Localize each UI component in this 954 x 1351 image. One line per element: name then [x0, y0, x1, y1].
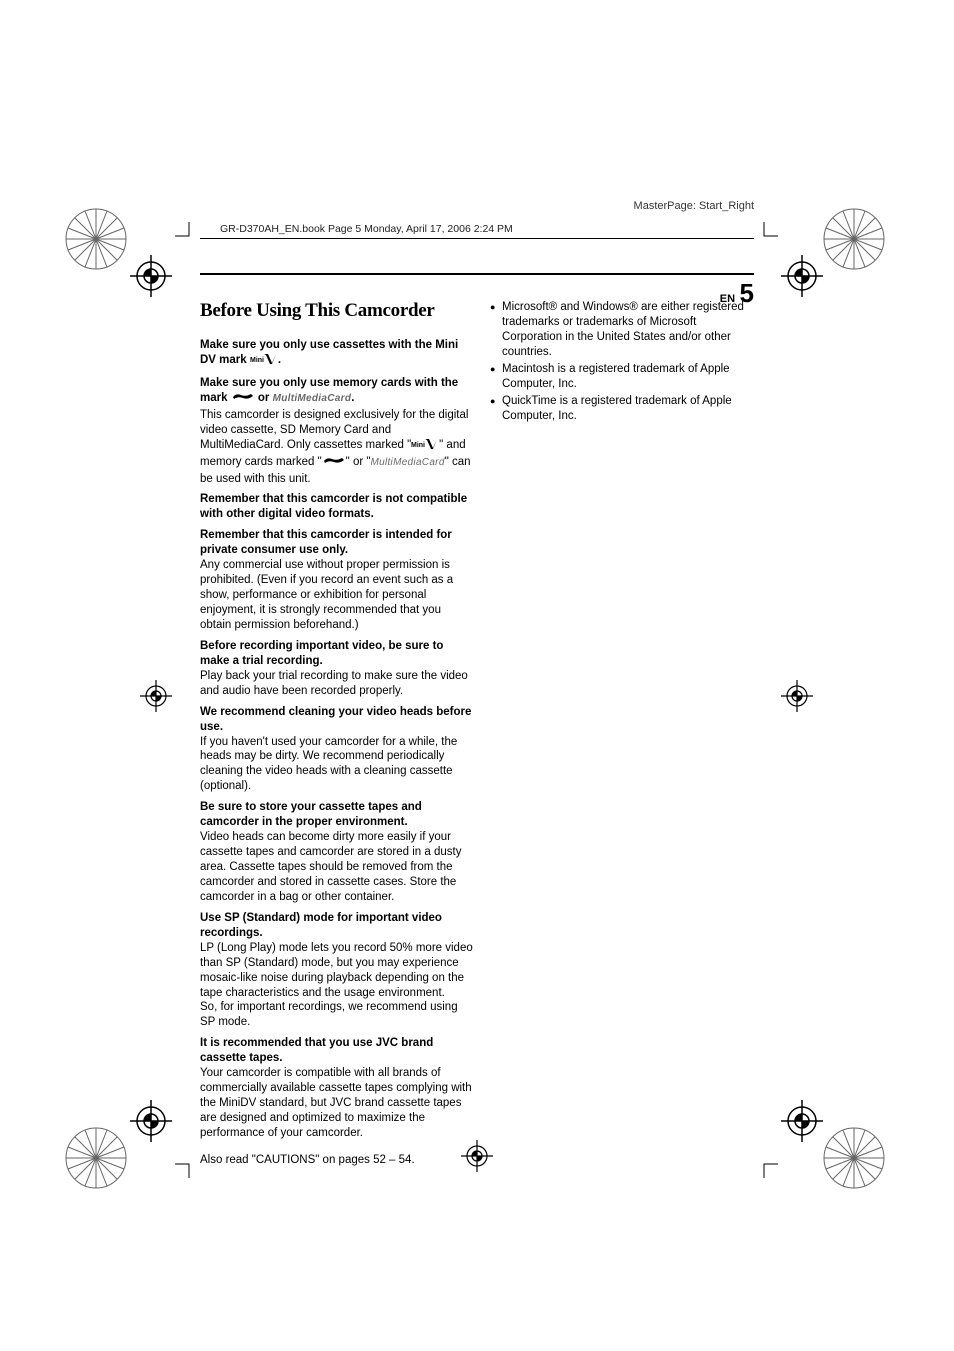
para-jvc-body: Your camcorder is compatible with all br…: [200, 1066, 475, 1141]
para-cleaning-body: If you haven't used your camcorder for a…: [200, 735, 475, 795]
multimediacard-icon: MultiMediaCard: [273, 392, 352, 405]
reg-crosshair-icon: [140, 680, 172, 712]
reg-crosshair-icon: [781, 1100, 823, 1142]
para-sp-body1: LP (Long Play) mode lets you record 50% …: [200, 941, 475, 1001]
trademark-list: Microsoft® and Windows® are either regis…: [490, 300, 755, 424]
crop-mark-icon: [758, 222, 778, 242]
para-trial-body: Play back your trial recording to make s…: [200, 669, 475, 699]
section-title: Before Using This Camcorder: [200, 300, 475, 322]
para-jvc-bold: It is recommended that you use JVC brand…: [200, 1036, 475, 1066]
para-sp-bold: Use SP (Standard) mode for important vid…: [200, 911, 475, 941]
list-item: Macintosh is a registered trademark of A…: [490, 362, 755, 392]
right-column: Microsoft® and Windows® are either regis…: [490, 300, 755, 426]
para-cautions: Also read "CAUTIONS" on pages 52 – 54.: [200, 1153, 475, 1168]
para-minidv-bold: Make sure you only use cassettes with th…: [200, 338, 475, 370]
list-item: Microsoft® and Windows® are either regis…: [490, 300, 755, 360]
reg-crosshair-icon: [130, 255, 172, 297]
multimediacard-icon: MultiMediaCard: [370, 456, 444, 469]
para-trial-bold: Before recording important video, be sur…: [200, 639, 475, 669]
reg-crosshair-icon: [461, 1140, 493, 1172]
text: " or ": [346, 456, 371, 468]
minidv-icon: Mini: [250, 353, 278, 370]
book-info-rule: [200, 238, 754, 239]
reg-crosshair-icon: [781, 680, 813, 712]
text: .: [278, 354, 281, 366]
reg-sunburst-icon: [820, 205, 888, 273]
sd-icon: [322, 455, 346, 472]
left-column: Before Using This Camcorder Make sure yo…: [200, 300, 475, 1168]
master-page-label: MasterPage: Start_Right: [634, 200, 754, 212]
reg-crosshair-icon: [130, 1100, 172, 1142]
svg-text:Mini: Mini: [250, 357, 264, 364]
book-info-label: GR-D370AH_EN.book Page 5 Monday, April 1…: [220, 223, 513, 235]
crop-mark-icon: [175, 1158, 195, 1178]
sd-icon: [231, 391, 255, 408]
title-rule: [200, 273, 754, 275]
para-cleaning-bold: We recommend cleaning your video heads b…: [200, 705, 475, 735]
para-storage-body: Video heads can become dirty more easily…: [200, 830, 475, 905]
para-memcard-body: This camcorder is designed exclusively f…: [200, 408, 475, 487]
svg-text:Mini: Mini: [411, 442, 425, 449]
text: or: [255, 392, 273, 404]
text: Make sure you only use cassettes with th…: [200, 339, 458, 366]
para-consumer-bold: Remember that this camcorder is intended…: [200, 528, 475, 558]
reg-sunburst-icon: [820, 1124, 888, 1192]
reg-crosshair-icon: [781, 255, 823, 297]
crop-mark-icon: [758, 1158, 778, 1178]
crop-mark-icon: [175, 222, 195, 242]
para-storage-bold: Be sure to store your cassette tapes and…: [200, 800, 475, 830]
minidv-icon: Mini: [411, 438, 439, 455]
text: .: [351, 392, 354, 404]
para-memcard-bold: Make sure you only use memory cards with…: [200, 376, 475, 408]
para-compat-bold: Remember that this camcorder is not comp…: [200, 492, 475, 522]
para-consumer-body: Any commercial use without proper permis…: [200, 558, 475, 633]
reg-sunburst-icon: [62, 1124, 130, 1192]
list-item: QuickTime is a registered trademark of A…: [490, 394, 755, 424]
para-sp-body2: So, for important recordings, we recomme…: [200, 1000, 475, 1030]
reg-sunburst-icon: [62, 205, 130, 273]
